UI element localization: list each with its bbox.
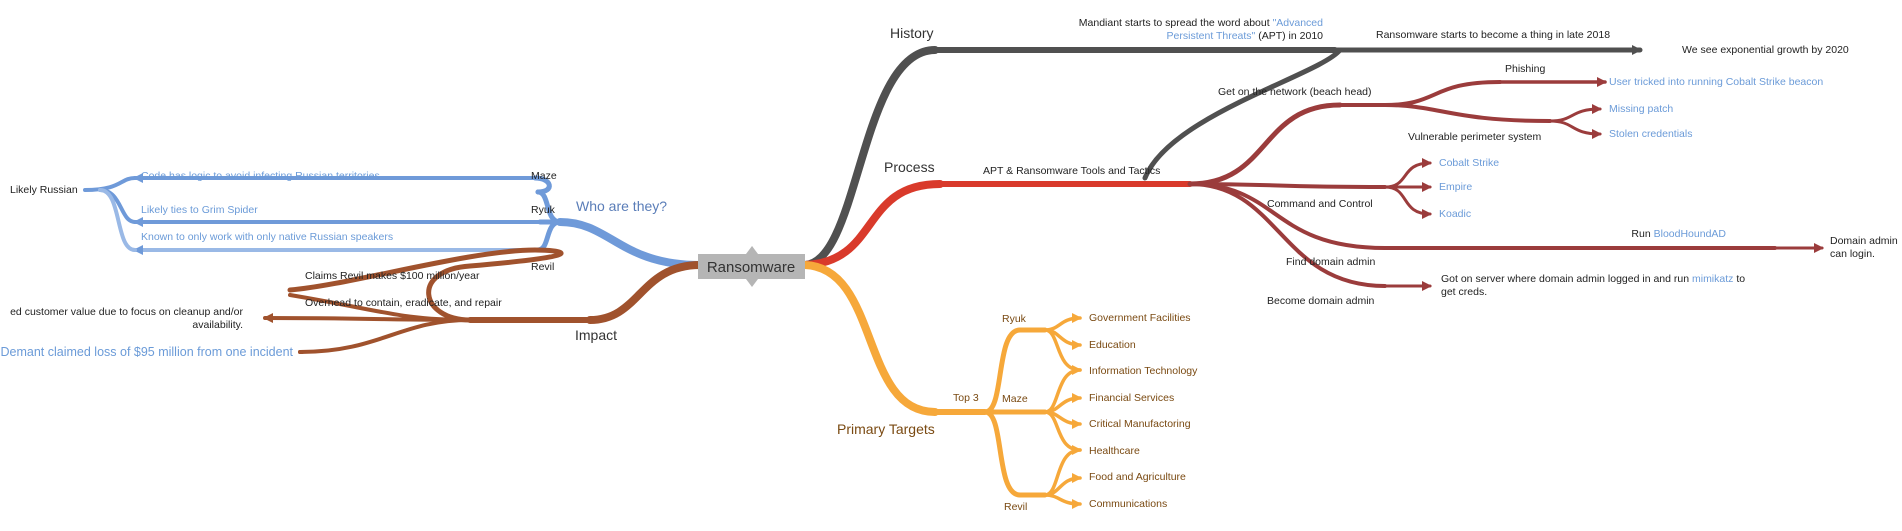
process-tools: APT & Ransomware Tools and Tactics [983,165,1160,177]
process-server-line1: Got on server where domain admin logged … [1441,273,1745,285]
apt-link-part2[interactable]: Persistent Threats" [1167,30,1256,42]
targets-ryuk: Ryuk [1002,313,1027,325]
target-item: Food and Agriculture [1089,471,1186,483]
process-branch [801,77,1824,291]
process-find-admin: Find domain admin [1286,256,1375,268]
phishing-leaf-link[interactable]: User tricked into running Cobalt Strike … [1609,76,1823,88]
history-growth: We see exponential growth by 2020 [1682,44,1849,56]
who-revil: Revil [531,261,554,273]
targets-revil: Revil [1004,501,1027,513]
process-c2: Command and Control [1267,198,1373,210]
impact-revil-claim: Claims Revil makes $100 million/year [305,270,480,282]
target-item: Communications [1089,498,1167,510]
history-late2018: Ransomware starts to become a thing in l… [1376,29,1610,41]
who-maze: Maze [531,170,557,182]
apt-link-part1[interactable]: "Advanced [1273,17,1324,29]
missing-patch-link[interactable]: Missing patch [1609,103,1673,115]
process-beach-head: Get on the network (beach head) [1218,86,1372,98]
who-likely-russian: Likely Russian [10,184,78,196]
target-item: Education [1089,339,1136,351]
root-node[interactable]: Ransomware [698,246,805,287]
who-ryuk: Ryuk [531,204,556,216]
impact-overhead: Overhead to contain, eradicate, and repa… [305,297,502,309]
history-mandiant-line2: Persistent Threats" (APT) in 2010 [1167,30,1324,42]
process-run-bloodhound: Run BloodHoundAD [1631,228,1726,240]
koadic-link[interactable]: Koadic [1439,208,1471,220]
who-code-logic: Code has logic to avoid infecting Russia… [141,170,380,182]
impact-customer-value-1: ed customer value due to focus on cleanu… [10,306,243,318]
who-branch [83,173,704,269]
targets-maze: Maze [1002,393,1028,405]
history-mandiant-line1: Mandiant starts to spread the word about… [1079,17,1323,29]
process-become-admin: Become domain admin [1267,295,1375,307]
process-vuln-perimeter: Vulnerable perimeter system [1408,131,1542,143]
cobalt-strike-link[interactable]: Cobalt Strike [1439,157,1499,169]
impact-customer-value-2: availability. [192,319,243,331]
impact-branch [263,247,704,354]
process-server-line2: get creds. [1441,286,1487,298]
targets-top3: Top 3 [953,392,979,404]
who-label[interactable]: Who are they? [576,198,667,214]
root-label: Ransomware [707,259,795,276]
targets-label[interactable]: Primary Targets [837,421,935,437]
target-item: Information Technology [1089,365,1198,377]
process-label[interactable]: Process [884,159,935,175]
impact-demant: Demant claimed loss of $95 million from … [1,345,294,359]
process-domain-login-1: Domain admin [1830,235,1898,247]
targets-branch [801,261,1082,509]
process-domain-login-2: can login. [1830,248,1875,260]
stolen-credentials-link[interactable]: Stolen credentials [1609,128,1692,140]
mimikatz-link[interactable]: mimikatz [1692,273,1733,285]
bloodhound-link[interactable]: BloodHoundAD [1654,228,1727,240]
history-label[interactable]: History [890,25,934,41]
process-phishing: Phishing [1505,63,1545,75]
empire-link[interactable]: Empire [1439,181,1472,193]
who-native-speakers: Known to only work with only native Russ… [141,231,393,243]
who-grim-spider: Likely ties to Grim Spider [141,204,258,216]
history-branch [801,45,1643,269]
target-item: Critical Manufactoring [1089,418,1191,430]
target-item: Financial Services [1089,392,1174,404]
target-item: Healthcare [1089,445,1140,457]
target-item: Government Facilities [1089,312,1191,324]
impact-label[interactable]: Impact [575,327,617,343]
